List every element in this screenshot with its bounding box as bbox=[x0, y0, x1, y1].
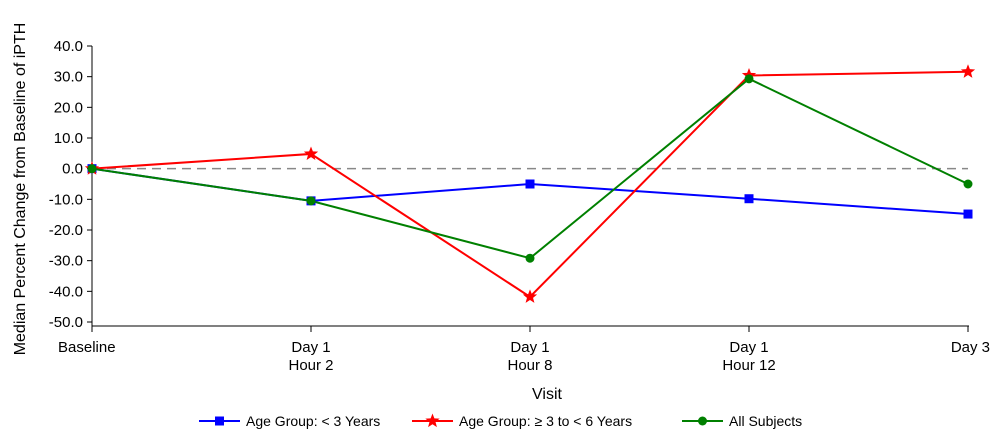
legend: Age Group: < 3 Years Age Group: ≥ 3 to < … bbox=[199, 413, 802, 429]
y-tick-label: -50.0 bbox=[49, 314, 83, 331]
data-point-series-1 bbox=[960, 64, 976, 78]
y-tick-label: -30.0 bbox=[49, 253, 83, 270]
y-tick-label: 20.0 bbox=[54, 99, 83, 116]
x-tick-label-line2: Hour 8 bbox=[507, 357, 552, 374]
data-point-series-2 bbox=[744, 74, 754, 84]
y-tick-label: -10.0 bbox=[49, 191, 83, 208]
x-tick-label: Day 3 bbox=[951, 339, 990, 356]
legend-swatch-marker bbox=[698, 416, 707, 426]
y-tick-label: 0.0 bbox=[62, 161, 83, 178]
data-point-series-2 bbox=[525, 253, 535, 263]
data-point-series-0 bbox=[744, 194, 754, 204]
y-tick-label: -20.0 bbox=[49, 222, 83, 239]
y-axis-title: Median Percent Change from Baseline of i… bbox=[12, 23, 29, 356]
x-tick-label: Baseline bbox=[58, 339, 116, 356]
axes: 40.0 30.0 20.0 10.0 0.0 -10.0 -20.0 -30.0 -40.0 -… bbox=[12, 23, 990, 403]
data-point-series-2 bbox=[306, 196, 316, 206]
y-tick-label: -40.0 bbox=[49, 283, 83, 300]
legend-item: Age Group: ≥ 3 to < 6 Years bbox=[412, 413, 632, 429]
y-tick-label: 40.0 bbox=[54, 38, 83, 55]
x-tick-label-line2: Hour 2 bbox=[288, 357, 333, 374]
data-point-series-1 bbox=[522, 289, 538, 303]
y-tick-label: 10.0 bbox=[54, 130, 83, 147]
x-tick-label: Day 1 bbox=[510, 339, 549, 356]
legend-item: Age Group: < 3 Years bbox=[199, 413, 380, 429]
y-tick-label: 30.0 bbox=[54, 69, 83, 86]
legend-swatch-marker bbox=[425, 413, 440, 428]
data-point-series-0 bbox=[525, 179, 535, 189]
x-axis-title: Visit bbox=[532, 386, 562, 403]
legend-swatch-marker bbox=[215, 416, 224, 426]
legend-label: Age Group: < 3 Years bbox=[246, 413, 380, 429]
legend-label: Age Group: ≥ 3 to < 6 Years bbox=[459, 413, 632, 429]
x-tick-label: Day 1 bbox=[291, 339, 330, 356]
x-tick-label: Day 1 bbox=[729, 339, 768, 356]
data-point-series-2 bbox=[87, 164, 97, 174]
data-point-series-1 bbox=[303, 146, 319, 161]
data-point-series-2 bbox=[963, 179, 973, 189]
x-tick-label-line2: Hour 12 bbox=[722, 357, 775, 374]
legend-item: All Subjects bbox=[682, 413, 802, 429]
series-line-0 bbox=[91, 167, 969, 216]
legend-label: All Subjects bbox=[729, 413, 802, 429]
data-point-series-0 bbox=[963, 209, 973, 219]
series-markers bbox=[84, 64, 976, 303]
